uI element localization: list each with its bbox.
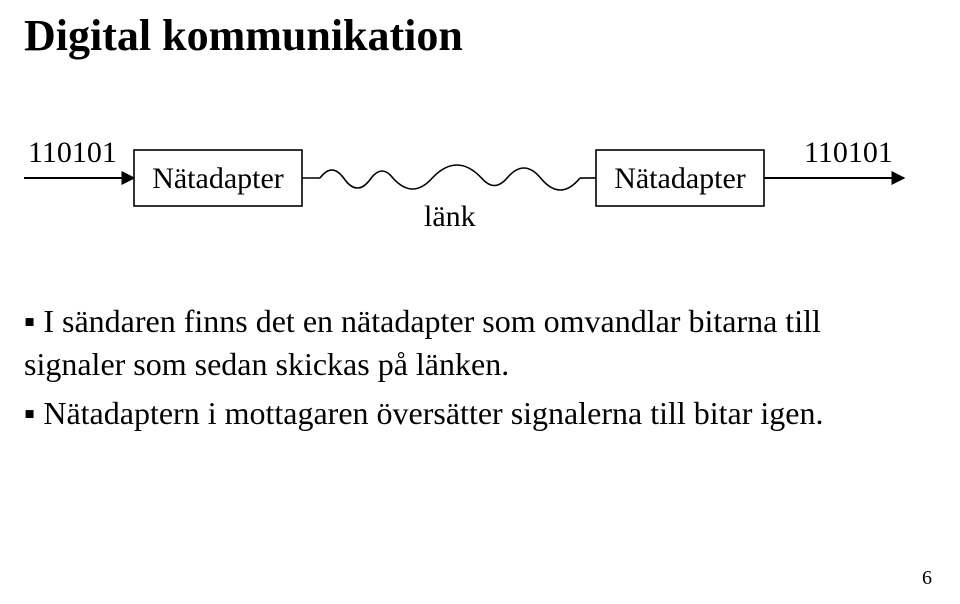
page-title: Digital kommunikation — [24, 10, 463, 61]
svg-text:Nätadapter: Nätadapter — [152, 162, 284, 195]
bullet-text: Nätadaptern i mottagaren översätter sign… — [43, 395, 823, 431]
bullet-item: ▪ I sändaren finns det en nätadapter som… — [24, 300, 924, 386]
bullet-item: ▪ Nätadaptern i mottagaren översätter si… — [24, 392, 924, 435]
svg-text:länk: länk — [424, 200, 476, 233]
svg-text:110101: 110101 — [804, 136, 893, 169]
bullet-text: I sändaren finns det en nätadapter som o… — [24, 303, 821, 382]
signal-diagram: 110101 Nätadapter Nätadapter 110101 länk — [24, 122, 924, 252]
svg-text:Nätadapter: Nätadapter — [614, 162, 746, 195]
slide: Digital kommunikation 110101 Nätadapter Nä… — [0, 0, 960, 604]
bullet-square-icon: ▪ — [24, 303, 35, 339]
svg-text:110101: 110101 — [28, 136, 117, 169]
bullet-square-icon: ▪ — [24, 395, 35, 431]
bullet-list: ▪ I sändaren finns det en nätadapter som… — [24, 300, 924, 442]
page-number: 6 — [922, 567, 932, 590]
